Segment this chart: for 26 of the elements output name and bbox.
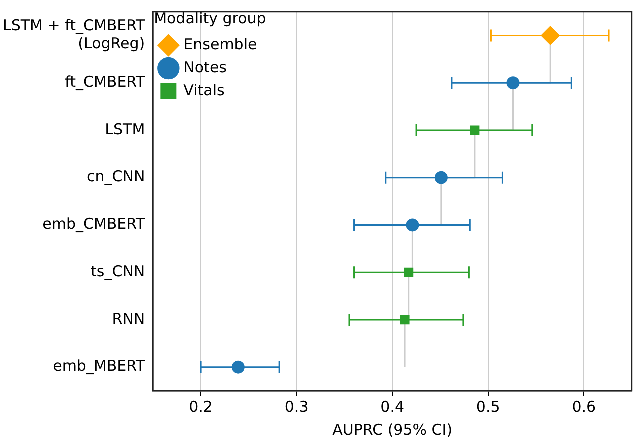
- y-tick-label: cn_CNN: [86, 168, 146, 186]
- legend-title: Modality group: [154, 9, 266, 28]
- point: [400, 315, 410, 325]
- point: [406, 218, 420, 232]
- legend-label: Vitals: [184, 81, 226, 100]
- y-tick-label: emb_CMBERT: [42, 215, 146, 234]
- x-tick-label: 0.6: [572, 398, 596, 416]
- y-tick-label: ts_CNN: [91, 262, 146, 280]
- y-tick-label: ft_CMBERT: [65, 72, 146, 91]
- y-tick-label: RNN: [112, 310, 146, 328]
- legend-label: Notes: [184, 58, 228, 76]
- x-tick-label: 0.5: [476, 398, 500, 416]
- legend-label: Ensemble: [184, 35, 258, 54]
- y-tick-label: LSTM: [105, 120, 146, 138]
- x-tick-label: 0.2: [189, 398, 213, 416]
- point: [232, 360, 245, 374]
- point: [470, 126, 480, 136]
- y-tick-label: LSTM + ft_CMBERT (LogReg): [2, 16, 146, 53]
- point: [541, 26, 560, 46]
- y-tick-label: emb_MBERT: [53, 357, 146, 376]
- x-axis-title: AUPRC (95% CI): [332, 420, 453, 439]
- x-tick-label: 0.3: [284, 398, 309, 416]
- x-tick-label: 0.4: [380, 398, 405, 416]
- point: [506, 76, 520, 90]
- point: [434, 171, 448, 184]
- point: [404, 268, 414, 278]
